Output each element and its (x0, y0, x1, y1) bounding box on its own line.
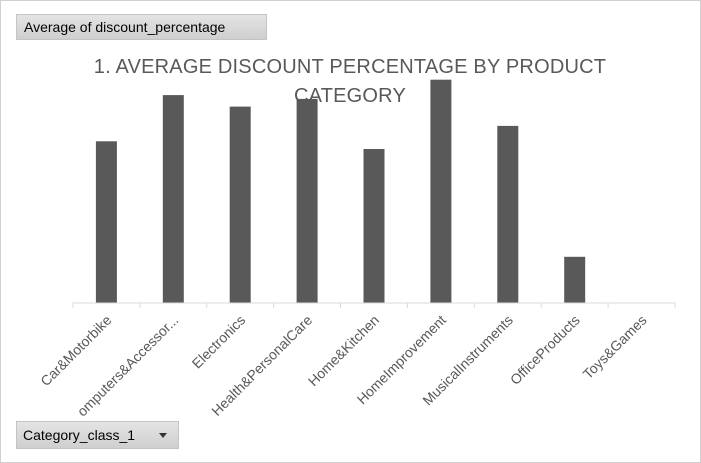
chart-title: 1. AVERAGE DISCOUNT PERCENTAGE BY PRODUC… (93, 56, 607, 107)
bar-3[interactable] (296, 98, 318, 304)
bars-group (95, 79, 586, 304)
bar-0[interactable] (95, 141, 117, 303)
axis-field-filter-button[interactable]: Category_class_1 (16, 421, 179, 449)
bar-6[interactable] (497, 125, 519, 304)
x-ticks-group (72, 303, 676, 308)
bar-1[interactable] (162, 95, 184, 303)
x-tick-label-4: Home&Kitchen (305, 312, 382, 389)
bar-5[interactable] (430, 79, 452, 303)
axis-field-label: Category_class_1 (23, 427, 136, 443)
x-tick-label-2: Electronics (189, 312, 249, 372)
bar-4[interactable] (363, 149, 385, 303)
x-tick-label-7: OfficeProducts (507, 312, 583, 388)
x-tick-label-8: Toys&Games (580, 312, 650, 382)
bar-7[interactable] (564, 256, 586, 303)
bar-2[interactable] (229, 106, 251, 303)
value-field-button[interactable]: Average of discount_percentage (16, 14, 267, 40)
chevron-down-icon[interactable] (159, 433, 167, 438)
